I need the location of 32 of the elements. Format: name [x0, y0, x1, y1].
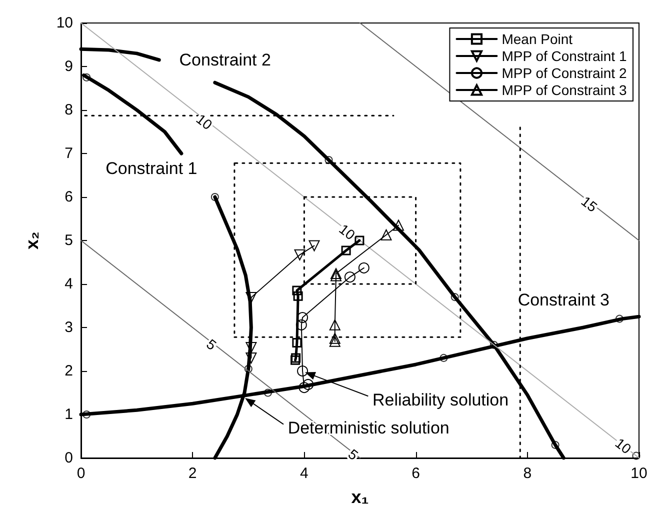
y-tick-label: 3: [64, 319, 73, 336]
x-tick-label: 0: [76, 465, 86, 482]
annotation: 10: [193, 110, 216, 133]
annotation: 10: [612, 434, 635, 458]
annotation: Constraint 1: [106, 159, 198, 178]
y-tick-label: 8: [64, 102, 73, 118]
y-tick-label: 1: [64, 406, 73, 423]
legend-label: MPP of Constraint 2: [502, 65, 627, 81]
y-tick-label: 6: [64, 188, 73, 206]
y-tick-label: 4: [64, 276, 73, 292]
legend-label: MPP of Constraint 3: [502, 82, 627, 98]
annotation: Constraint 2: [179, 50, 271, 70]
x-tick-label: 10: [630, 465, 648, 482]
x-tick-label: 8: [523, 465, 532, 482]
x-tick-label: 2: [188, 465, 197, 482]
y-tick-label: 10: [56, 14, 73, 32]
x-tick-label: 4: [300, 465, 308, 482]
annotation: Constraint 3: [518, 290, 610, 310]
x-axis-title: x₁: [351, 487, 369, 507]
x-tick-label: 6: [412, 465, 420, 482]
y-tick-label: 5: [64, 232, 73, 249]
annotation: 15: [578, 192, 601, 216]
y-tick-label: 9: [64, 58, 73, 75]
annotation: 10: [336, 220, 358, 244]
y-axis-title: x₂: [22, 231, 42, 250]
annotation: Reliability solution: [372, 390, 509, 410]
legend-label: Mean Point: [502, 31, 573, 47]
legend-label: MPP of Constraint 1: [502, 48, 627, 64]
y-tick-label: 7: [64, 145, 73, 162]
y-tick-label: 0: [64, 450, 73, 466]
annotation: 5: [204, 336, 220, 354]
y-tick-label: 2: [64, 362, 73, 380]
